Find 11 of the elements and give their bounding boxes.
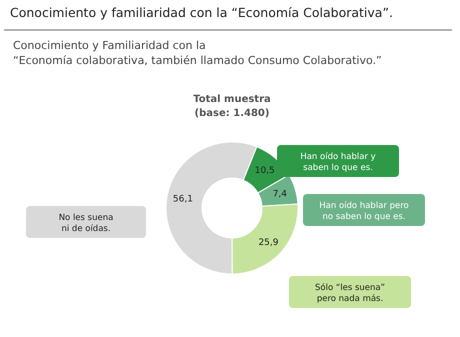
data-label: 10,5 bbox=[254, 166, 275, 176]
slice-label: Han oído hablar pero no saben lo que es. bbox=[319, 201, 409, 222]
slice-label: Sólo “les suena” pero nada más. bbox=[314, 283, 386, 304]
chart-title: Conocimiento y familiaridad con la “Economía Colaborativa”. bbox=[10, 5, 393, 20]
chart-subtitle: Conocimiento y Familiaridad con la “Economía colaborativa, también llamado Consumo Colaborativo.” bbox=[13, 39, 382, 67]
text: Total muestra (base: 1.480) bbox=[193, 94, 271, 119]
data-label: 25,9 bbox=[258, 238, 279, 248]
slice-label: Han oído hablar y saben lo que es. bbox=[300, 152, 376, 173]
slice-label: No les suena ni de oídas. bbox=[58, 213, 114, 234]
data-label: 56,1 bbox=[172, 194, 193, 205]
data-label: 7,4 bbox=[272, 190, 288, 200]
